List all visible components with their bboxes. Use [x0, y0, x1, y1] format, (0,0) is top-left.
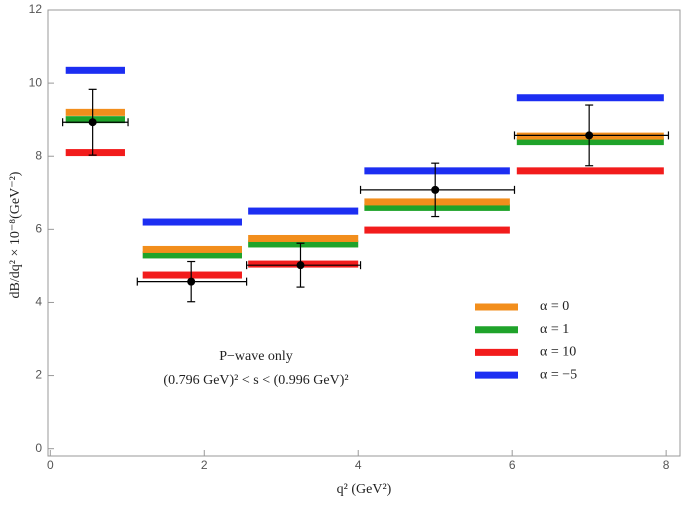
x-axis-label: q² (GeV²)	[337, 482, 392, 497]
y-tick-label: 4	[35, 295, 42, 309]
bin-bar	[248, 207, 359, 215]
bin-bar	[364, 167, 510, 175]
bin-bar	[65, 149, 125, 157]
y-tick-label: 12	[29, 2, 43, 16]
bin-bar	[142, 271, 242, 279]
bin-bar	[516, 138, 664, 146]
bin-bar	[142, 245, 242, 253]
legend-label: α = 1	[540, 322, 569, 337]
data-point	[296, 261, 305, 270]
y-tick-label: 6	[35, 222, 42, 236]
legend-label: α = −5	[540, 367, 577, 382]
bin-bar	[65, 66, 125, 74]
legend-label: α = 10	[540, 345, 576, 360]
bin-bar	[65, 108, 125, 116]
x-tick-label: 6	[509, 458, 516, 472]
y-axis-label: dB/dq² × 10⁻⁸(GeV⁻²)	[8, 171, 23, 298]
bin-bar	[248, 234, 359, 242]
x-tick-label: 2	[201, 458, 208, 472]
data-point	[431, 185, 440, 194]
x-tick-label: 4	[355, 458, 362, 472]
data-point	[88, 118, 97, 127]
annotation: (0.796 GeV)² < s < (0.996 GeV)²	[163, 373, 348, 388]
data-point	[187, 277, 196, 286]
bin-bar	[364, 203, 510, 211]
y-tick-label: 2	[35, 368, 42, 382]
x-tick-label: 0	[47, 458, 54, 472]
bin-bar	[516, 94, 664, 102]
bin-bar	[248, 240, 359, 248]
y-tick-label: 10	[29, 75, 43, 89]
annotation: P−wave only	[219, 349, 293, 364]
bin-bar	[142, 251, 242, 259]
y-tick-label: 0	[35, 441, 42, 455]
x-tick-label: 8	[663, 458, 670, 472]
bin-bar	[364, 226, 510, 234]
bin-bar	[364, 198, 510, 206]
bin-bar	[142, 218, 242, 226]
bin-bar	[516, 167, 664, 175]
data-point	[585, 131, 594, 140]
y-tick-label: 8	[35, 148, 42, 162]
legend-label: α = 0	[540, 299, 569, 314]
plot-frame	[47, 9, 681, 457]
